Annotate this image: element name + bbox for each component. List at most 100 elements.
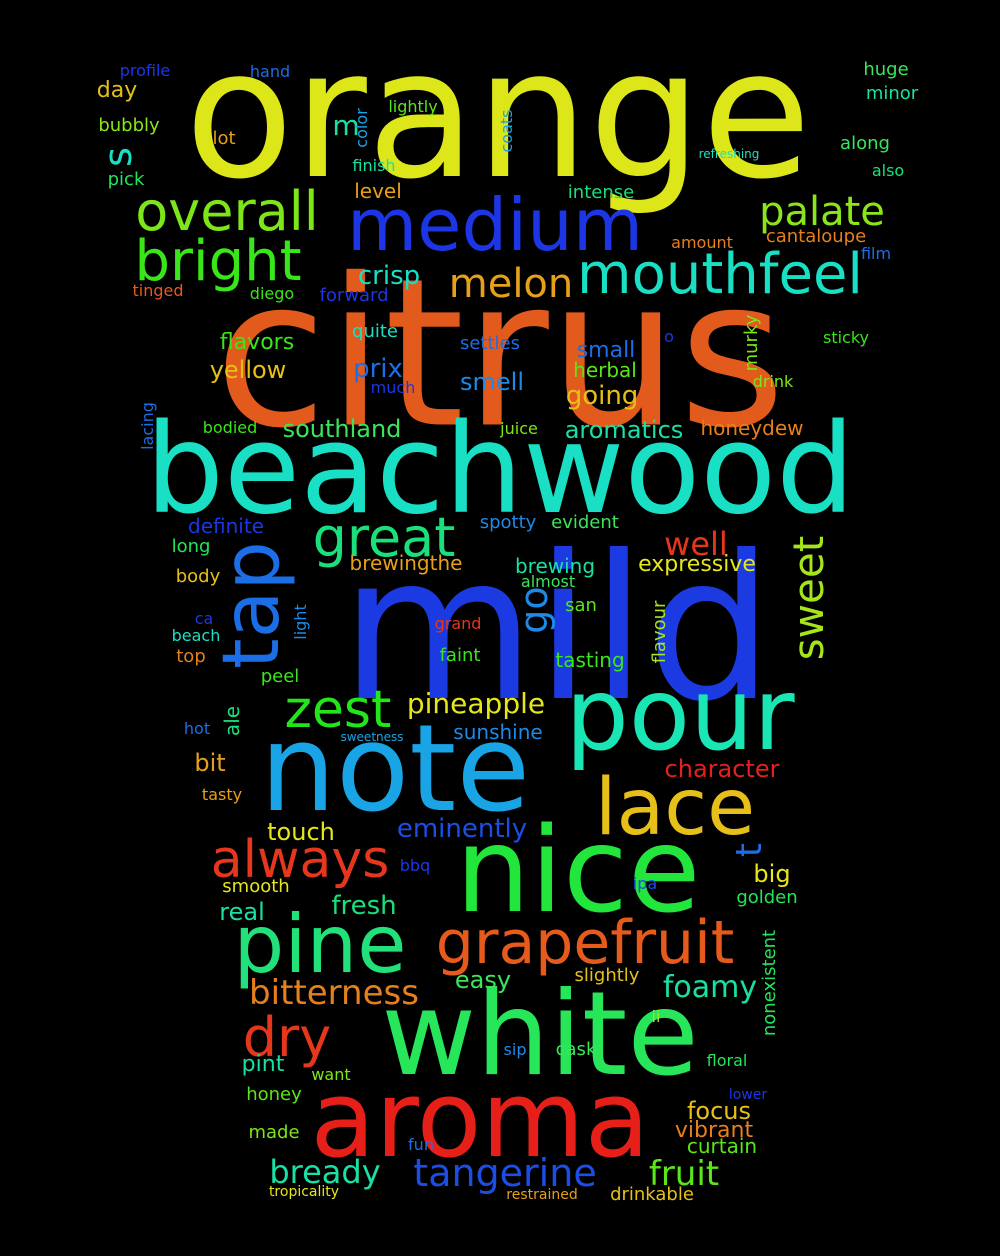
word-bit: bit: [194, 749, 226, 777]
word-lightly: lightly: [388, 97, 438, 116]
word-also: also: [871, 161, 905, 180]
word-along: along: [840, 133, 890, 154]
word-bbq: bbq: [399, 856, 431, 875]
word-flavors: flavors: [219, 330, 295, 355]
word-ca: ca: [194, 609, 214, 628]
word-real: real: [219, 898, 265, 926]
word-made: made: [248, 1122, 300, 1143]
word-bodied: bodied: [202, 418, 258, 437]
word-huge: huge: [863, 59, 909, 80]
word-tangerine: tangerine: [413, 1151, 597, 1195]
word-want: want: [311, 1065, 351, 1084]
word-lacing: lacing: [138, 402, 157, 450]
word-forward: forward: [319, 285, 389, 306]
word-aromatics: aromatics: [564, 416, 684, 444]
word-beachwood: beachwood: [145, 398, 855, 542]
word-tropicality: tropicality: [268, 1184, 340, 1200]
word-profile: profile: [119, 61, 171, 80]
word-intense: intense: [567, 182, 635, 203]
word-quite: quite: [352, 321, 398, 342]
word-dry: dry: [242, 1006, 332, 1069]
word-drink: drink: [752, 372, 794, 391]
word-tap: tap: [207, 541, 297, 669]
word-settles: settles: [459, 333, 521, 354]
word-curtain: curtain: [686, 1134, 758, 1158]
word-light: light: [291, 604, 310, 640]
word-mouthfeel: mouthfeel: [577, 242, 863, 307]
word-smooth: smooth: [222, 876, 290, 897]
word-bitterness: bitterness: [249, 973, 419, 1013]
word-herbal: herbal: [573, 358, 637, 382]
word-go: go: [512, 586, 556, 634]
word-diego: diego: [249, 284, 295, 303]
word-white: white: [381, 967, 699, 1102]
word-yellow: yellow: [209, 356, 287, 384]
word-smell: smell: [460, 368, 524, 396]
word-mild: mild: [340, 513, 774, 746]
word-floral: floral: [706, 1051, 748, 1070]
word-sweet: sweet: [784, 535, 833, 661]
word-level: level: [354, 179, 402, 203]
word-film: film: [860, 244, 892, 263]
word-grapefruit: grapefruit: [435, 908, 735, 978]
word-cantaloupe: cantaloupe: [765, 226, 867, 247]
word-coats: coats: [497, 109, 516, 153]
word-eminently: eminently: [396, 814, 528, 844]
word-lace: lace: [594, 763, 756, 853]
word-brewingthe: brewingthe: [349, 551, 463, 575]
word-pick: pick: [107, 169, 145, 190]
word-m: m: [332, 109, 360, 142]
word-fun: fun: [408, 1135, 434, 1154]
word-honey: honey: [246, 1084, 302, 1105]
word-almost: almost: [520, 572, 576, 591]
word-bready: bready: [269, 1153, 381, 1191]
word-definite: definite: [188, 514, 264, 538]
word-foamy: foamy: [662, 970, 758, 1005]
word-faint: faint: [439, 645, 481, 666]
word-flavour: flavour: [649, 600, 670, 664]
word-honeydew: honeydew: [700, 416, 804, 440]
word-tasty: tasty: [201, 785, 243, 804]
word-long: long: [171, 536, 211, 557]
word-big: big: [753, 860, 791, 888]
word-slightly: slightly: [574, 965, 640, 986]
word-great: great: [312, 506, 456, 569]
word-sunshine: sunshine: [453, 720, 543, 744]
word-much: much: [370, 378, 416, 397]
word-bubbly: bubbly: [98, 115, 160, 136]
word-hand: hand: [249, 62, 291, 81]
word-beach: beach: [171, 626, 221, 645]
word-refreshing: refreshing: [698, 147, 760, 161]
word-amount: amount: [671, 233, 733, 252]
word-easy: easy: [454, 966, 512, 994]
word-crisp: crisp: [357, 261, 421, 291]
word-note: note: [259, 700, 531, 839]
word-day: day: [96, 78, 138, 103]
word-touch: touch: [267, 818, 335, 846]
word-ii: ii: [651, 1007, 661, 1026]
word-lower: lower: [728, 1087, 768, 1103]
word-golden: golden: [736, 887, 798, 908]
word-always: always: [210, 830, 390, 890]
word-nice: nice: [455, 801, 701, 939]
word-spotty: spotty: [479, 512, 537, 533]
word-orange: orange: [184, 11, 812, 218]
word-body: body: [175, 566, 221, 587]
word-expressive: expressive: [638, 552, 756, 577]
word-overall: overall: [135, 180, 319, 243]
word-pine: pine: [233, 898, 407, 991]
word-murky: murky: [741, 314, 762, 372]
word-peel: peel: [260, 666, 300, 687]
word-melon: melon: [448, 261, 574, 307]
word-finish: finish: [352, 156, 396, 175]
word-prix: prix: [353, 354, 403, 384]
word-o: o: [664, 327, 674, 346]
word-fruit: fruit: [648, 1154, 720, 1194]
word-focus: focus: [686, 1097, 752, 1125]
word-lot: lot: [212, 128, 236, 149]
word-sip: sip: [503, 1040, 527, 1059]
word-fresh: fresh: [331, 891, 397, 921]
word-cask: cask: [555, 1039, 597, 1060]
word-vibrant: vibrant: [674, 1118, 754, 1143]
